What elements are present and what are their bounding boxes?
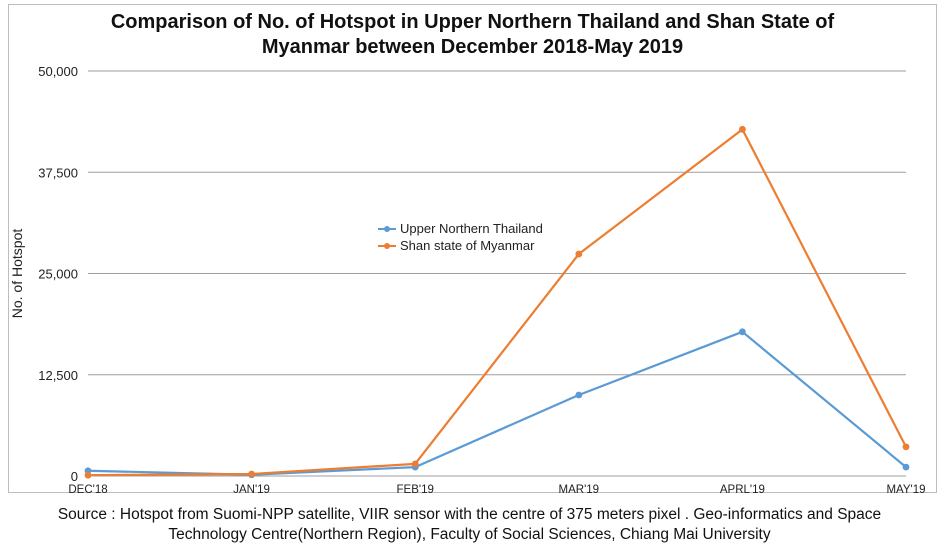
chart-title: Comparison of No. of Hotspot in Upper No… [110,11,835,58]
data-point-shan-state-of-myanmar [84,471,92,479]
legend-marker-upper-northern-thailand [378,224,396,234]
data-point-upper-northern-thailand [902,463,910,471]
x-tick-label: MAY'19 [886,484,925,496]
x-tick-label: FEB'19 [397,484,434,496]
x-tick-label: DEC'18 [68,484,107,496]
y-tick-label: 37,500 [38,165,78,180]
legend: Upper Northern Thailand Shan state of My… [378,220,543,254]
x-tick-label: JAN'19 [233,484,270,496]
series-line-shan-state-of-myanmar [87,128,907,477]
data-point-shan-state-of-myanmar [902,443,910,451]
data-point-shan-state-of-myanmar [575,250,583,258]
data-point-shan-state-of-myanmar [739,125,746,133]
data-point-upper-northern-thailand [739,328,746,336]
legend-item-shan-state: Shan state of Myanmar [378,237,543,254]
source-note: Source : Hotspot from Suomi-NPP satellit… [57,506,882,543]
y-tick-label: 50,000 [38,64,78,79]
y-tick-label: 25,000 [38,267,78,282]
x-tick-label: MAR'19 [559,484,600,496]
legend-item-upper-northern-thailand: Upper Northern Thailand [378,220,543,237]
chart-frame [8,4,937,493]
data-point-shan-state-of-myanmar [248,470,256,478]
legend-label-shan-state: Shan state of Myanmar [400,238,535,253]
y-tick-label: 0 [71,469,78,484]
data-point-shan-state-of-myanmar [411,460,419,468]
data-point-upper-northern-thailand [575,391,583,399]
legend-label-upper-northern-thailand: Upper Northern Thailand [400,221,543,236]
x-tick-label: APRL'19 [720,484,765,496]
legend-marker-shan-state [378,241,396,251]
y-tick-label: 12,500 [38,368,78,383]
series-line-upper-northern-thailand [87,330,907,476]
y-axis-label: No. of Hotspot [9,229,25,319]
line-chart: 0 12,500 25,000 37,500 50,000 DEC'18 JAN'19 FEB… [9,64,926,496]
